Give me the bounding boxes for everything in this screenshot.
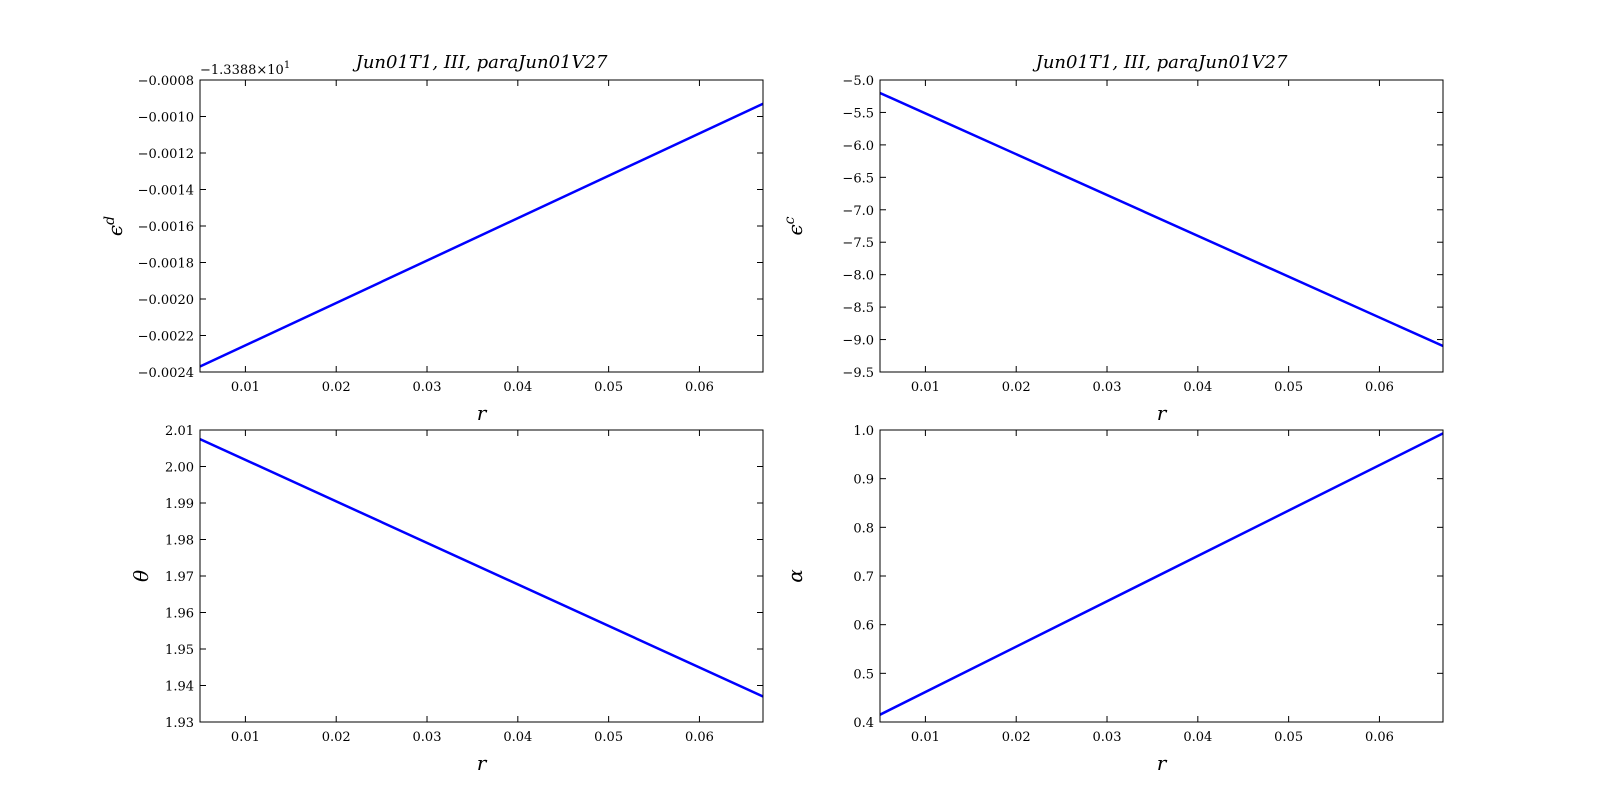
y-tick-label: 1.96	[165, 607, 194, 622]
y-tick-label: 2.01	[165, 424, 194, 439]
x-tick-label: 0.04	[503, 730, 532, 745]
x-tick-label: 0.03	[413, 730, 442, 745]
y-tick-label: −5.5	[842, 106, 874, 121]
x-tick-label: 0.02	[322, 380, 351, 395]
x-axis-label: r	[1157, 401, 1168, 425]
y-tick-label: −8.5	[842, 301, 874, 316]
y-tick-label: −8.0	[842, 269, 874, 284]
subplot-1: 0.01 0.02 0.03 0.04 0.05 0.06 −0.0024 −0.0022 −0…	[102, 52, 764, 425]
series-line-1	[880, 91, 1443, 348]
y-tick-label: 1.0	[853, 424, 874, 439]
y-tick-label: −7.0	[842, 204, 874, 219]
x-tick-label: 0.03	[413, 380, 442, 395]
y-tick-label: −0.0016	[138, 220, 194, 235]
y-tick-label: 0.4	[853, 716, 874, 731]
y-tick-label: 1.99	[165, 497, 194, 512]
y-tick-label: −0.0008	[138, 74, 194, 89]
y-tick-label: −0.0018	[138, 257, 194, 272]
y-offset-text: −1.3388×101	[200, 60, 290, 78]
y-axis-label: ϵc	[782, 216, 807, 235]
x-tick-label: 0.02	[1002, 380, 1031, 395]
y-tick-label: 2.00	[165, 461, 194, 476]
y-tick-label: 1.95	[165, 643, 194, 658]
y-axis-label: α	[783, 569, 807, 583]
subplot-2: 0.01 0.02 0.03 0.04 0.05 0.06 −9.5 −9.0 −8.5 −8.0…	[782, 52, 1444, 425]
y-tick-label: 0.5	[853, 667, 874, 682]
x-tick-label: 0.03	[1093, 380, 1122, 395]
series-line-1	[200, 102, 763, 368]
y-tick-label: −0.0020	[138, 293, 194, 308]
x-tick-label: 0.06	[685, 730, 714, 745]
x-tick-label: 0.05	[1274, 730, 1303, 745]
x-tick-label: 0.05	[1274, 380, 1303, 395]
chart-title: Jun01T1, III, paraJun01V27	[1032, 52, 1288, 73]
x-tick-label: 0.02	[1002, 730, 1031, 745]
axes-frame	[879, 79, 1444, 373]
x-tick-label: 0.03	[1093, 730, 1122, 745]
y-tick-label: −0.0012	[138, 147, 194, 162]
series-line-1	[880, 432, 1443, 716]
x-tick-label: 0.04	[1183, 730, 1212, 745]
x-tick-label: 0.01	[231, 380, 260, 395]
y-tick-label: −7.5	[842, 236, 874, 251]
y-tick-label: −0.0014	[138, 184, 194, 199]
subplot-4: 0.01 0.02 0.03 0.04 0.05 0.06 0.4 0.5 0.6 0.7 0.8 0…	[783, 424, 1444, 775]
y-tick-label: 0.9	[853, 473, 874, 488]
x-axis-label: r	[477, 751, 488, 775]
y-tick-label: 1.98	[165, 534, 194, 549]
y-tick-label: 1.97	[165, 570, 194, 585]
y-tick-label: 0.7	[853, 570, 874, 585]
y-tick-label: −6.5	[842, 171, 874, 186]
y-tick-label: −0.0024	[138, 366, 194, 381]
y-tick-label: 0.8	[853, 521, 874, 536]
y-tick-label: −0.0022	[138, 330, 194, 345]
y-axis-label: θ	[129, 570, 153, 582]
y-tick-label: −9.5	[842, 366, 874, 381]
x-tick-label: 0.04	[1183, 380, 1212, 395]
subplot-3: 0.01 0.02 0.03 0.04 0.05 0.06 1.93 1.94 1.95 1.96…	[129, 424, 764, 775]
x-tick-label: 0.05	[594, 730, 623, 745]
x-tick-label: 0.01	[911, 730, 940, 745]
y-tick-label: −6.0	[842, 139, 874, 154]
x-tick-label: 0.05	[594, 380, 623, 395]
y-tick-label: 1.94	[165, 680, 194, 695]
x-axis-label: r	[477, 401, 488, 425]
series-line-1	[200, 437, 763, 698]
x-tick-label: 0.01	[911, 380, 940, 395]
x-tick-label: 0.01	[231, 730, 260, 745]
axes-frame	[879, 429, 1444, 723]
y-tick-label: −9.0	[842, 334, 874, 349]
axes-frame	[199, 429, 764, 723]
x-tick-label: 0.06	[1365, 380, 1394, 395]
y-tick-label: 1.93	[165, 716, 194, 731]
y-tick-label: −0.0010	[138, 111, 194, 126]
x-tick-label: 0.06	[685, 380, 714, 395]
y-tick-label: −5.0	[842, 74, 874, 89]
y-tick-label: 0.6	[853, 619, 874, 634]
x-tick-label: 0.04	[503, 380, 532, 395]
x-axis-label: r	[1157, 751, 1168, 775]
chart-title: Jun01T1, III, paraJun01V27	[352, 52, 608, 73]
x-tick-label: 0.06	[1365, 730, 1394, 745]
y-axis-label: ϵd	[102, 216, 127, 236]
x-tick-label: 0.02	[322, 730, 351, 745]
